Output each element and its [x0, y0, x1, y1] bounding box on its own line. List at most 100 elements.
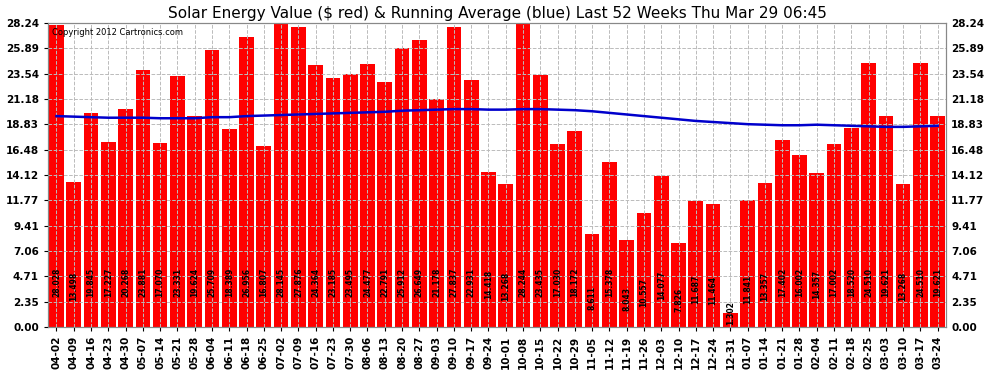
Bar: [395, 48, 410, 327]
Bar: [170, 76, 185, 327]
Text: 24.510: 24.510: [916, 268, 925, 297]
Bar: [620, 240, 634, 327]
Bar: [843, 128, 858, 327]
Text: 19.621: 19.621: [934, 268, 942, 297]
Bar: [274, 24, 288, 327]
Bar: [464, 80, 478, 327]
Bar: [688, 201, 703, 327]
Text: 25.709: 25.709: [208, 268, 217, 297]
Bar: [861, 63, 876, 327]
Text: 8.043: 8.043: [622, 288, 632, 312]
Title: Solar Energy Value ($ red) & Running Average (blue) Last 52 Weeks Thu Mar 29 06:: Solar Energy Value ($ red) & Running Ave…: [167, 6, 827, 21]
Bar: [913, 63, 928, 327]
Text: 17.002: 17.002: [830, 268, 839, 297]
Text: 28.244: 28.244: [519, 268, 528, 297]
Bar: [498, 184, 513, 327]
Text: 10.557: 10.557: [640, 278, 648, 307]
Text: 17.227: 17.227: [104, 267, 113, 297]
Bar: [152, 143, 167, 327]
Bar: [878, 116, 893, 327]
Bar: [84, 114, 98, 327]
Bar: [66, 182, 81, 327]
Text: 17.030: 17.030: [553, 268, 562, 297]
Bar: [810, 172, 824, 327]
Bar: [446, 27, 461, 327]
Bar: [222, 129, 237, 327]
Bar: [671, 243, 686, 327]
Bar: [706, 204, 721, 327]
Text: 13.268: 13.268: [501, 272, 510, 302]
Bar: [412, 40, 427, 327]
Text: 23.435: 23.435: [536, 268, 544, 297]
Text: 23.881: 23.881: [139, 267, 148, 297]
Bar: [240, 37, 253, 327]
Text: 23.331: 23.331: [173, 268, 182, 297]
Text: 11.464: 11.464: [709, 276, 718, 305]
Bar: [291, 27, 306, 327]
Text: 28.028: 28.028: [51, 267, 61, 297]
Bar: [741, 200, 755, 327]
Bar: [326, 78, 341, 327]
Bar: [827, 144, 842, 327]
Text: 16.002: 16.002: [795, 268, 804, 297]
Bar: [430, 99, 444, 327]
Text: 19.621: 19.621: [881, 268, 890, 297]
Text: 18.172: 18.172: [570, 267, 579, 297]
Text: 19.845: 19.845: [86, 268, 95, 297]
Bar: [585, 234, 600, 327]
Text: 26.956: 26.956: [242, 268, 251, 297]
Text: 7.826: 7.826: [674, 288, 683, 312]
Text: 13.357: 13.357: [760, 272, 769, 301]
Text: 19.624: 19.624: [190, 268, 199, 297]
Text: 11.841: 11.841: [743, 275, 752, 304]
Text: 14.418: 14.418: [484, 270, 493, 299]
Bar: [896, 184, 911, 327]
Bar: [653, 176, 668, 327]
Text: 28.145: 28.145: [276, 268, 285, 297]
Text: 11.687: 11.687: [691, 275, 700, 304]
Text: 21.178: 21.178: [432, 267, 442, 297]
Bar: [481, 172, 496, 327]
Text: 20.268: 20.268: [121, 268, 130, 297]
Text: 8.611: 8.611: [588, 286, 597, 310]
Text: 15.378: 15.378: [605, 268, 614, 297]
Text: 18.520: 18.520: [846, 268, 855, 297]
Bar: [205, 50, 220, 327]
Bar: [516, 23, 531, 327]
Bar: [187, 116, 202, 327]
Text: 14.077: 14.077: [656, 270, 665, 300]
Bar: [101, 142, 116, 327]
Text: 13.498: 13.498: [69, 272, 78, 301]
Bar: [343, 74, 357, 327]
Text: 24.364: 24.364: [311, 268, 320, 297]
Bar: [931, 116, 945, 327]
Text: 13.268: 13.268: [899, 272, 908, 302]
Bar: [136, 70, 150, 327]
Bar: [377, 82, 392, 327]
Bar: [360, 64, 375, 327]
Text: 14.357: 14.357: [812, 270, 822, 299]
Text: 1.302: 1.302: [726, 301, 735, 324]
Bar: [550, 144, 565, 327]
Text: 18.389: 18.389: [225, 267, 234, 297]
Text: 17.402: 17.402: [778, 268, 787, 297]
Bar: [637, 213, 651, 327]
Bar: [118, 109, 133, 327]
Bar: [775, 140, 790, 327]
Text: 23.185: 23.185: [329, 268, 338, 297]
Text: 17.070: 17.070: [155, 267, 164, 297]
Bar: [50, 26, 63, 327]
Text: 26.649: 26.649: [415, 268, 424, 297]
Bar: [308, 65, 323, 327]
Text: 22.791: 22.791: [380, 268, 389, 297]
Bar: [602, 162, 617, 327]
Text: Copyright 2012 Cartronics.com: Copyright 2012 Cartronics.com: [52, 28, 183, 37]
Text: 24.510: 24.510: [864, 268, 873, 297]
Text: 23.495: 23.495: [346, 268, 354, 297]
Bar: [533, 75, 547, 327]
Bar: [757, 183, 772, 327]
Text: 27.837: 27.837: [449, 267, 458, 297]
Bar: [792, 155, 807, 327]
Text: 27.876: 27.876: [294, 267, 303, 297]
Text: 24.477: 24.477: [363, 267, 372, 297]
